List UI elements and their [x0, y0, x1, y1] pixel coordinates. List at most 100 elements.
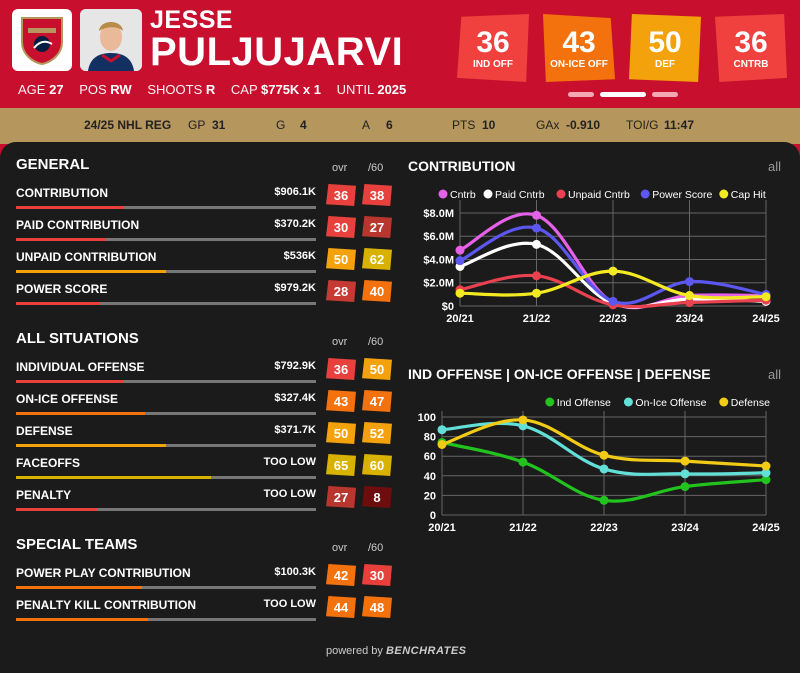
data-point-on-ice-offense[interactable] — [599, 464, 609, 474]
data-point-power-score[interactable] — [685, 277, 694, 287]
legend-swatch — [719, 397, 729, 407]
legend-item[interactable]: Cntrb — [438, 189, 476, 201]
legend-item[interactable]: Unpaid Cntrb — [556, 189, 631, 201]
data-point-defense[interactable] — [437, 439, 447, 449]
per60-badge: 52 — [362, 422, 392, 444]
legend-swatch — [556, 189, 566, 199]
data-point-defense[interactable] — [518, 415, 528, 425]
badge-ind-off[interactable]: 36 IND OFF — [457, 14, 529, 82]
legend-swatch — [483, 189, 493, 199]
badge-value: 50 — [648, 25, 682, 59]
section-title-special-teams: SPECIAL TEAMS — [16, 536, 138, 553]
carousel-dot-active[interactable] — [600, 92, 646, 97]
rating-row-power-score[interactable]: POWER SCORE $979.2K 28 40 — [16, 280, 396, 310]
data-point-ind-offense[interactable] — [680, 482, 690, 492]
offense-defense-chart-all-toggle[interactable]: all — [768, 367, 782, 382]
rating-row-contribution[interactable]: CONTRIBUTION $906.1K 36 38 — [16, 184, 396, 214]
legend-label: Defense — [731, 397, 770, 409]
rating-value: $370.2K — [274, 218, 316, 230]
rating-row-power-play-contribution[interactable]: POWER PLAY CONTRIBUTION $100.3K 42 30 — [16, 564, 396, 594]
data-point-on-ice-offense[interactable] — [437, 425, 447, 435]
shoots-value: R — [205, 82, 216, 97]
rating-bar-fill — [16, 270, 166, 273]
data-point-power-score[interactable] — [532, 223, 541, 233]
x-tick-label: 23/24 — [676, 313, 704, 325]
data-point-power-score[interactable] — [455, 256, 465, 266]
data-point-cap-hit[interactable] — [761, 292, 771, 302]
carousel-dot[interactable] — [568, 92, 594, 97]
data-point-unpaid-cntrb[interactable] — [685, 298, 694, 308]
badge-label: IND OFF — [473, 58, 513, 70]
a-value: 6 — [386, 118, 393, 132]
rating-bar-track — [16, 302, 316, 305]
legend-label: Unpaid Cntrb — [568, 189, 630, 201]
data-point-cap-hit[interactable] — [532, 288, 541, 298]
badge-cntrb[interactable]: 36 CNTRB — [715, 14, 787, 82]
data-point-cntrb[interactable] — [455, 245, 465, 255]
carousel-dot[interactable] — [652, 92, 678, 97]
data-point-ind-offense[interactable] — [599, 495, 609, 505]
legend-label: Ind Offense — [557, 397, 611, 409]
col-header-per60: /60 — [368, 162, 384, 174]
legend-swatch — [438, 189, 448, 199]
data-point-unpaid-cntrb[interactable] — [532, 271, 541, 281]
player-last-name: PULJUJARVI — [150, 30, 404, 74]
y-tick-label: 40 — [424, 471, 436, 483]
rating-bar-fill — [16, 302, 100, 305]
data-point-defense[interactable] — [680, 456, 690, 466]
powered-by[interactable]: powered by BENCHRATES — [326, 645, 467, 657]
badge-def[interactable]: 50 DEF — [629, 14, 701, 82]
data-point-on-ice-offense[interactable] — [680, 469, 690, 479]
y-tick-label: $0 — [442, 301, 454, 313]
data-point-ind-offense[interactable] — [518, 457, 528, 467]
legend-item[interactable]: On-Ice Offense — [623, 397, 707, 409]
data-point-defense[interactable] — [761, 461, 771, 471]
legend-item[interactable]: Cap Hit — [719, 189, 766, 201]
season-label: 24/25 NHL REG — [84, 118, 172, 132]
legend-item[interactable]: Power Score — [640, 189, 713, 201]
chart-legend[interactable]: Ind Offense On-Ice Offense Defense — [545, 397, 770, 409]
data-point-on-ice-offense[interactable] — [761, 468, 771, 478]
data-point-cap-hit[interactable] — [685, 291, 694, 301]
data-point-paid-cntrb[interactable] — [532, 239, 541, 249]
rating-row-paid-contribution[interactable]: PAID CONTRIBUTION $370.2K 30 27 — [16, 216, 396, 246]
rating-row-penalty[interactable]: PENALTY TOO LOW 27 8 — [16, 486, 396, 516]
ovr-badge: 30 — [326, 216, 356, 238]
ovr-badge: 27 — [326, 486, 356, 508]
x-tick-label: 21/22 — [523, 313, 551, 325]
data-point-defense[interactable] — [599, 450, 609, 460]
offense-defense-chart: Ind Offense On-Ice Offense Defense 0 20 40 60 8… — [418, 397, 780, 534]
chart-legend[interactable]: Cntrb Paid Cntrb Unpaid Cntrb Power Score Ca… — [438, 189, 766, 201]
y-tick-label: $2.0M — [423, 278, 454, 290]
rating-row-defense[interactable]: DEFENSE $371.7K 50 52 — [16, 422, 396, 452]
y-tick-label: $4.0M — [423, 254, 454, 266]
legend-swatch — [640, 189, 650, 199]
data-point-ind-offense[interactable] — [761, 475, 771, 485]
ovr-badge: 44 — [326, 596, 356, 618]
data-point-power-score[interactable] — [608, 296, 618, 306]
per60-badge: 40 — [362, 280, 392, 302]
rating-bar-track — [16, 380, 316, 383]
data-point-cap-hit[interactable] — [608, 266, 618, 276]
x-tick-label: 24/25 — [752, 313, 780, 325]
carousel-indicator[interactable] — [568, 92, 678, 97]
x-tick-label: 20/21 — [446, 313, 474, 325]
rating-row-on-ice-offense[interactable]: ON-ICE OFFENSE $327.4K 43 47 — [16, 390, 396, 420]
pos-label: POS — [79, 82, 107, 97]
data-point-cap-hit[interactable] — [455, 288, 465, 298]
rating-bar-track — [16, 618, 316, 621]
legend-swatch — [719, 189, 729, 199]
rating-row-individual-offense[interactable]: INDIVIDUAL OFFENSE $792.9K 36 50 — [16, 358, 396, 388]
contribution-chart-title: CONTRIBUTION — [408, 158, 516, 174]
legend-item[interactable]: Paid Cntrb — [483, 189, 545, 201]
badge-on-ice-off[interactable]: 43 ON-ICE OFF — [543, 14, 615, 82]
data-point-cntrb[interactable] — [532, 210, 541, 220]
legend-item[interactable]: Ind Offense — [545, 397, 611, 409]
rating-row-penalty-kill-contribution[interactable]: PENALTY KILL CONTRIBUTION TOO LOW 44 48 — [16, 596, 396, 626]
rating-row-faceoffs[interactable]: FACEOFFS TOO LOW 65 60 — [16, 454, 396, 484]
legend-item[interactable]: Defense — [719, 397, 770, 409]
x-tick-label: 22/23 — [590, 522, 618, 534]
until-label: UNTIL — [336, 82, 374, 97]
rating-row-unpaid-contribution[interactable]: UNPAID CONTRIBUTION $536K 50 62 — [16, 248, 396, 278]
contribution-chart-all-toggle[interactable]: all — [768, 159, 782, 174]
